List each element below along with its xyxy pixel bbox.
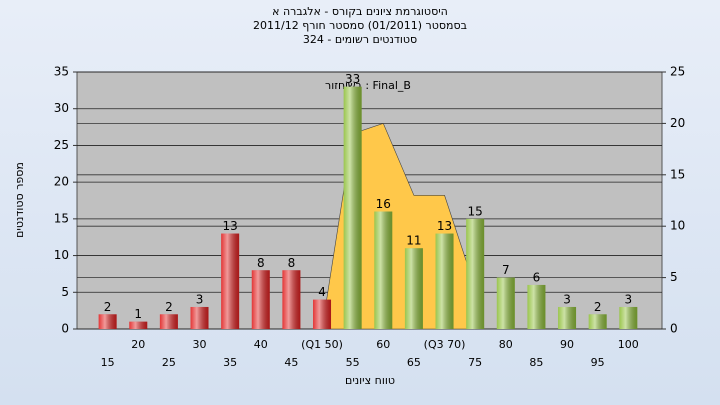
bar-shade (343, 86, 362, 329)
y2-tick-label: 10 (670, 219, 685, 233)
x-axis-label: טווח ציונים (345, 374, 395, 387)
x-tick-label: 20 (131, 338, 145, 351)
data-label: 3 (563, 292, 571, 306)
chart-subtitle: בסמסטר (01/2011) סמסטר חורף 2011/12 (253, 19, 467, 32)
bar-shade (98, 314, 117, 329)
x-tick-label: (Q1 50) (301, 338, 343, 351)
bar-shade (251, 270, 270, 329)
chart-subtitle: סטודנטים רשומים - 324 (303, 33, 417, 46)
y-tick-label: 10 (54, 248, 69, 262)
x-tick-label: 25 (162, 356, 176, 369)
x-tick-label: 15 (101, 356, 115, 369)
data-label: 2 (594, 300, 602, 314)
bar-shade (190, 306, 209, 329)
data-label: 3 (196, 292, 204, 306)
x-tick-label: 90 (560, 338, 574, 351)
data-label: 1 (134, 307, 142, 321)
data-label: 2 (104, 300, 112, 314)
data-label: 15 (468, 204, 483, 218)
y2-tick-label: 0 (670, 322, 678, 336)
data-label: 8 (288, 256, 296, 270)
bar-shade (435, 233, 454, 329)
y-tick-label: 30 (54, 101, 69, 115)
bar-shade (282, 270, 301, 329)
chart-title: היסטוגרמת ציונים בקורס - אלגברה א (272, 5, 448, 18)
bar-shade (221, 233, 240, 329)
data-label: 8 (257, 256, 265, 270)
x-tick-label: 100 (618, 338, 639, 351)
bar-shade (404, 248, 423, 329)
y2-tick-label: 25 (670, 65, 685, 79)
y-tick-label: 0 (61, 322, 69, 336)
y2-tick-label: 20 (670, 116, 685, 130)
bar-shade (558, 306, 577, 329)
x-tick-label: 95 (591, 356, 605, 369)
x-tick-label: 45 (284, 356, 298, 369)
x-tick-label: 80 (499, 338, 513, 351)
x-tick-label: 55 (346, 356, 360, 369)
x-tick-label: (Q3 70) (424, 338, 466, 351)
x-tick-label: 40 (254, 338, 268, 351)
bar-shade (527, 284, 546, 329)
bar-shade (313, 299, 332, 329)
data-label: 4 (318, 285, 326, 299)
bar-shade (159, 314, 178, 329)
x-tick-label: 35 (223, 356, 237, 369)
x-tick-label: 60 (376, 338, 390, 351)
data-label: 6 (533, 270, 541, 284)
data-label: 13 (437, 219, 452, 233)
bar-shade (129, 321, 148, 329)
data-label: 7 (502, 263, 510, 277)
bar-shade (466, 218, 485, 329)
data-label: 3 (624, 292, 632, 306)
y-tick-label: 5 (61, 285, 69, 299)
y-tick-label: 15 (54, 211, 69, 225)
bar-shade (374, 211, 393, 329)
data-label: 13 (223, 219, 238, 233)
x-tick-label: 65 (407, 356, 421, 369)
y-tick-label: 35 (54, 65, 69, 79)
y-tick-label: 20 (54, 175, 69, 189)
data-label: 2 (165, 300, 173, 314)
y2-tick-label: 15 (670, 167, 685, 181)
annotation: בשיחזור : Final_B (325, 79, 411, 92)
x-tick-label: 30 (193, 338, 207, 351)
x-tick-label: 75 (468, 356, 482, 369)
data-label: 16 (376, 197, 391, 211)
y2-tick-label: 5 (670, 270, 678, 284)
bar-shade (588, 314, 607, 329)
y-tick-label: 25 (54, 138, 69, 152)
x-tick-label: 85 (529, 356, 543, 369)
data-label: 11 (406, 234, 421, 248)
bar-shade (619, 306, 638, 329)
data-label: 33 (345, 72, 360, 86)
bar-shade (496, 277, 515, 329)
y-axis-label: מספר סטודנטים (13, 162, 26, 238)
